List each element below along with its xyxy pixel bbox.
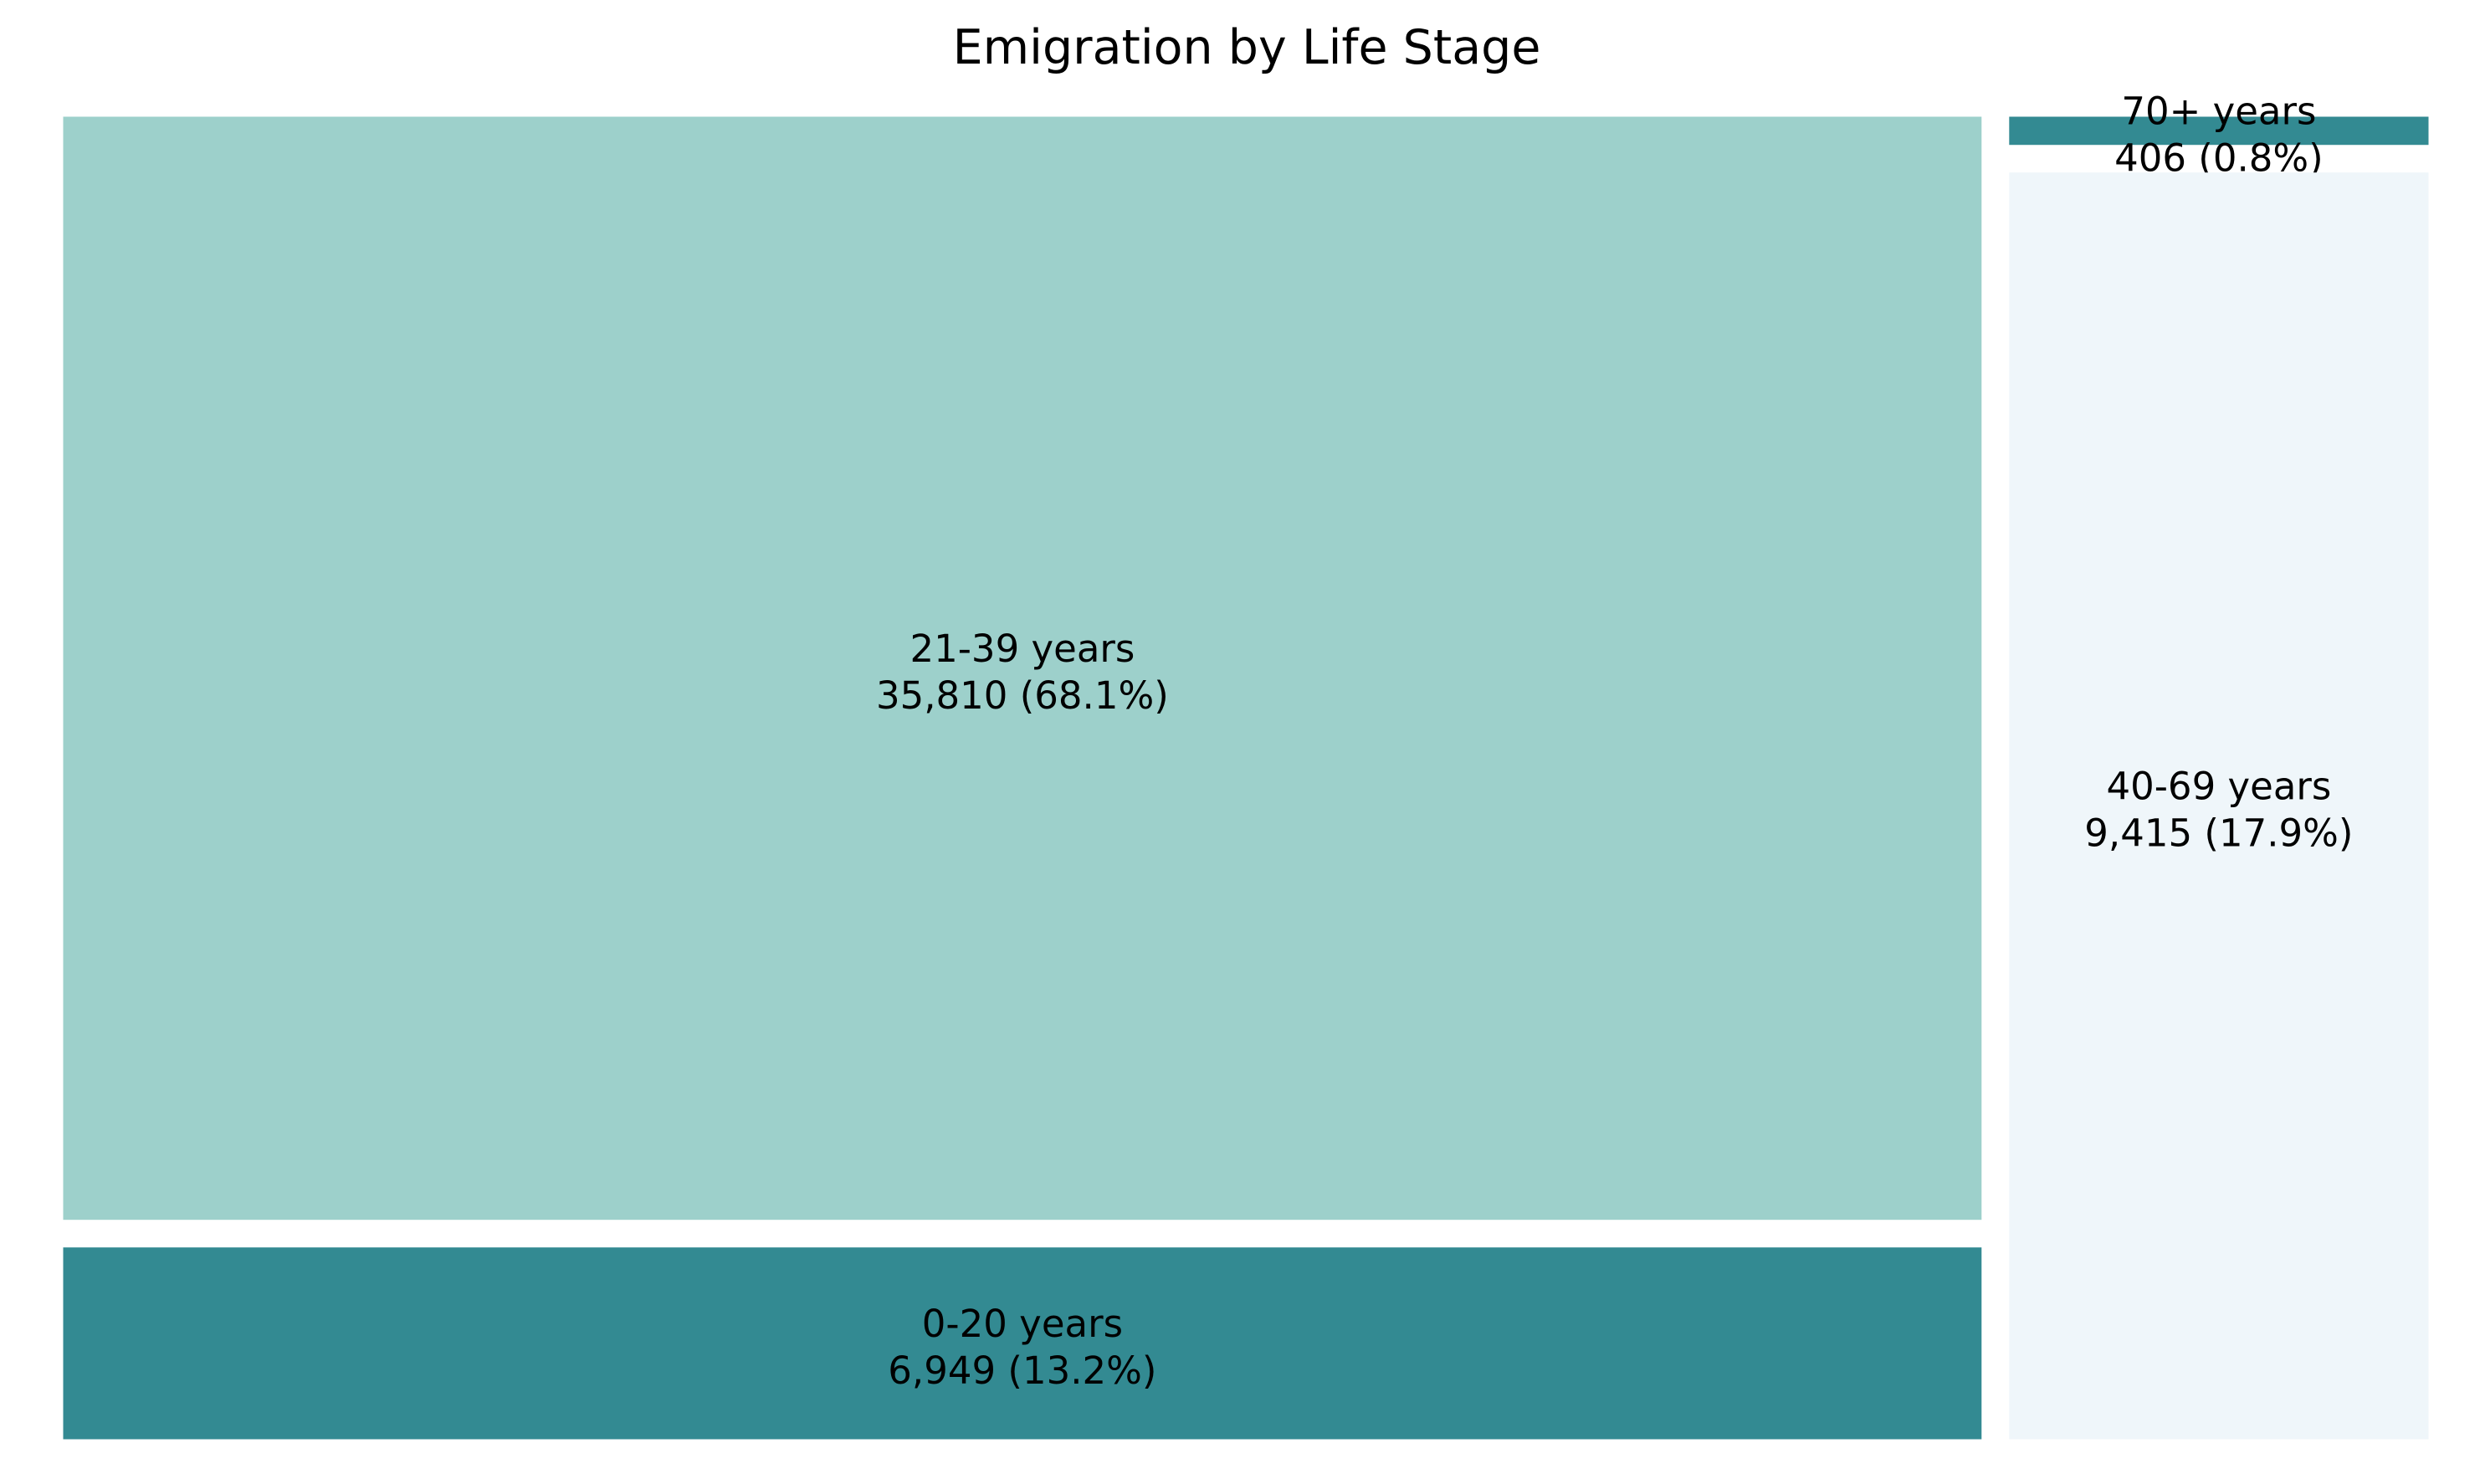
chart-title: Emigration by Life Stage [953, 20, 1541, 75]
tile-value-21-39-years: 35,810 (68.1%) [876, 673, 1169, 718]
tile-40-69-years [2009, 172, 2429, 1440]
tile-0-20-years [63, 1247, 1982, 1440]
tile-label-0-20-years: 0-20 years [922, 1302, 1123, 1346]
tile-70plus-years [2009, 116, 2429, 146]
tile-label-70plus-years: 70+ years [2121, 89, 2316, 133]
tile-21-39-years [63, 116, 1982, 1220]
tile-label-21-39-years: 21-39 years [909, 627, 1135, 671]
tile-value-40-69-years: 9,415 (17.9%) [2084, 811, 2353, 855]
tile-label-40-69-years: 40-69 years [2106, 764, 2331, 808]
tile-value-0-20-years: 6,949 (13.2%) [888, 1348, 1156, 1393]
